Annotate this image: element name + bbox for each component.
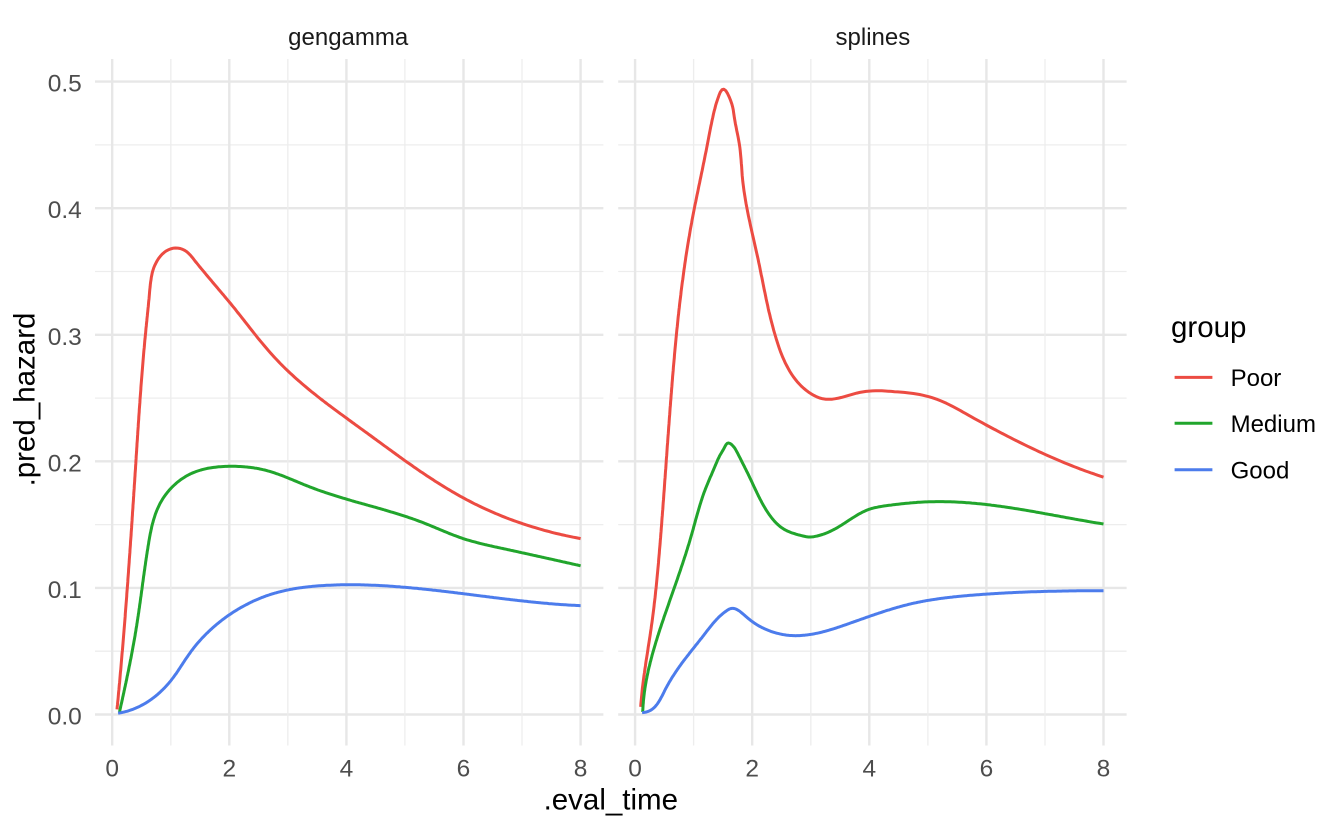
svg-text:.eval_time: .eval_time	[544, 784, 678, 817]
svg-text:2: 2	[745, 756, 759, 783]
svg-text:Poor: Poor	[1231, 365, 1282, 392]
svg-text:0.1: 0.1	[48, 577, 82, 604]
svg-text:.pred_hazard: .pred_hazard	[9, 313, 42, 487]
svg-text:8: 8	[1097, 756, 1111, 783]
svg-text:4: 4	[340, 756, 354, 783]
svg-text:0: 0	[628, 756, 642, 783]
svg-text:0.2: 0.2	[48, 450, 82, 477]
svg-text:Medium: Medium	[1231, 411, 1316, 438]
svg-text:4: 4	[862, 756, 876, 783]
svg-text:2: 2	[222, 756, 236, 783]
svg-text:0: 0	[105, 756, 119, 783]
svg-text:8: 8	[574, 756, 588, 783]
svg-text:0.5: 0.5	[48, 71, 82, 98]
svg-text:0.3: 0.3	[48, 324, 82, 351]
svg-text:0.4: 0.4	[48, 197, 82, 224]
svg-text:gengamma: gengamma	[288, 24, 409, 51]
svg-text:0.0: 0.0	[48, 704, 82, 731]
svg-text:6: 6	[980, 756, 994, 783]
svg-text:6: 6	[457, 756, 471, 783]
svg-text:splines: splines	[836, 24, 911, 51]
svg-text:Good: Good	[1231, 457, 1290, 484]
svg-text:group: group	[1171, 311, 1246, 344]
